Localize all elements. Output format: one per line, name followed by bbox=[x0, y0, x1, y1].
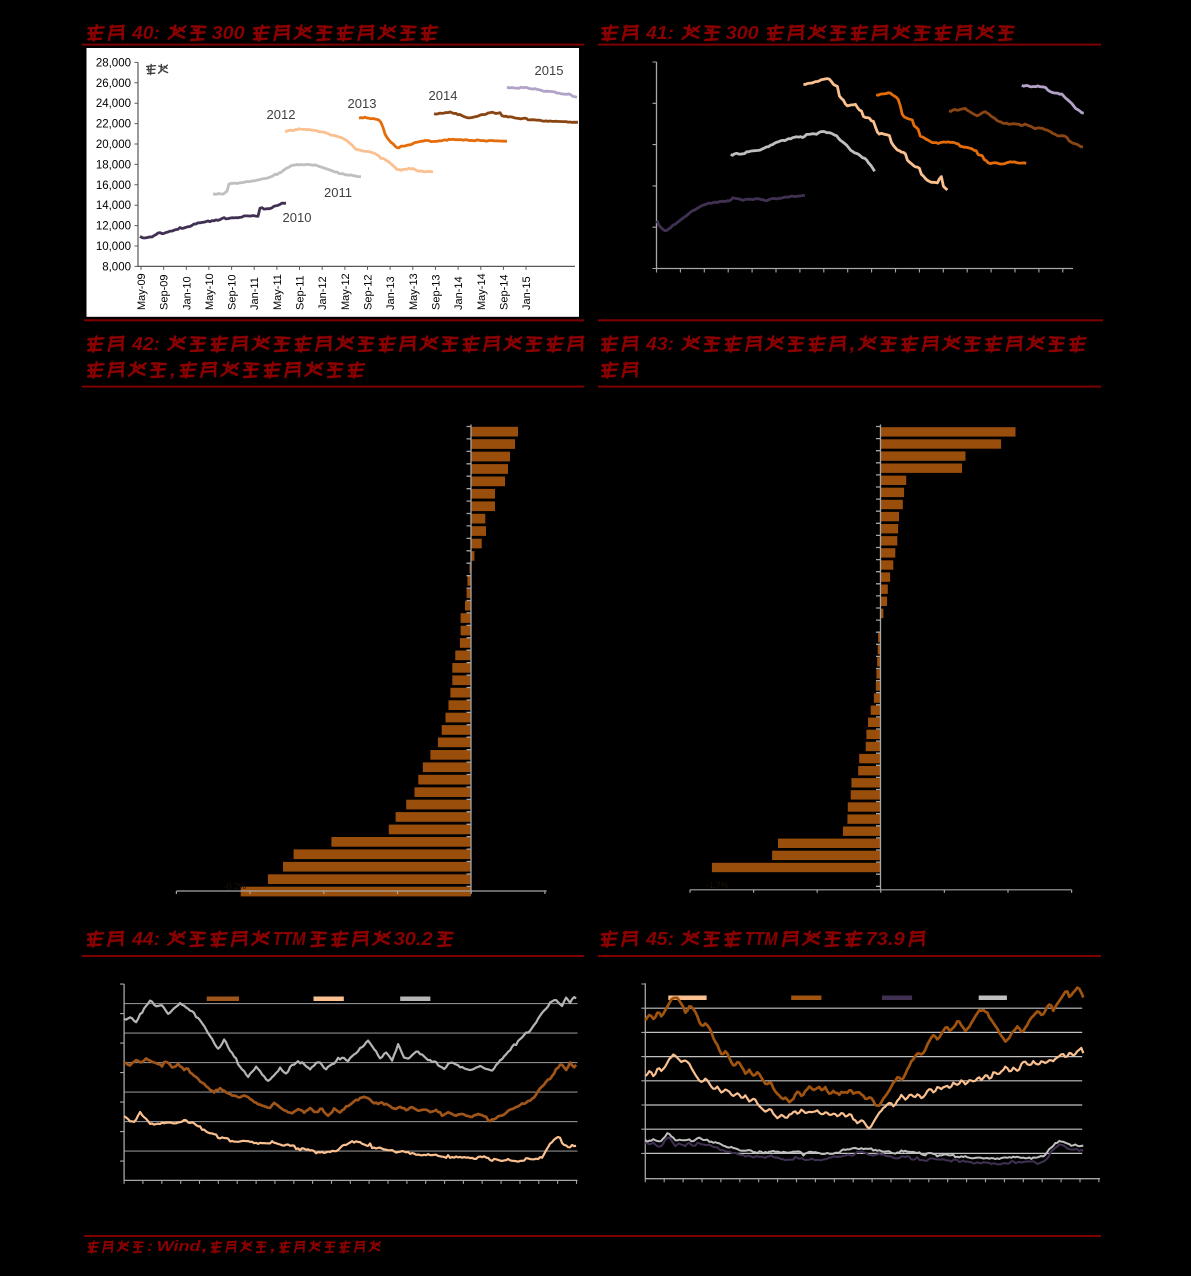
svg-text:10,000: 10,000 bbox=[96, 241, 131, 253]
svg-text:8,000: 8,000 bbox=[102, 261, 131, 273]
svg-text:2014: 2014 bbox=[429, 88, 458, 103]
svg-text:300: 300 bbox=[726, 22, 760, 43]
svg-text:Sep-13: Sep-13 bbox=[430, 275, 442, 310]
svg-text:May-10: May-10 bbox=[204, 273, 216, 310]
svg-text:28,000: 28,000 bbox=[96, 57, 131, 69]
svg-text:May-11: May-11 bbox=[272, 274, 284, 310]
svg-text:Sep-14: Sep-14 bbox=[498, 275, 510, 310]
svg-text:TTM: TTM bbox=[273, 928, 307, 949]
svg-text:24,000: 24,000 bbox=[96, 98, 131, 110]
svg-text:16,000: 16,000 bbox=[96, 180, 131, 192]
svg-text:,: , bbox=[169, 359, 176, 380]
svg-text:20,000: 20,000 bbox=[96, 139, 131, 151]
svg-text:Jan-11: Jan-11 bbox=[249, 277, 261, 310]
svg-text:2012: 2012 bbox=[267, 107, 296, 122]
svg-text:41:: 41: bbox=[645, 22, 674, 43]
svg-text:40:: 40: bbox=[131, 22, 160, 43]
svg-text:TTM: TTM bbox=[745, 928, 779, 949]
svg-text:14,000: 14,000 bbox=[96, 200, 131, 212]
svg-text:Jan-13: Jan-13 bbox=[385, 276, 397, 310]
svg-text:12,000: 12,000 bbox=[96, 221, 131, 233]
svg-text:26,000: 26,000 bbox=[96, 78, 131, 90]
svg-text:,: , bbox=[269, 1239, 276, 1255]
svg-text:Jan-15: Jan-15 bbox=[521, 276, 533, 310]
svg-text:Sep-11: Sep-11 bbox=[295, 275, 307, 310]
svg-text:22,000: 22,000 bbox=[96, 119, 131, 131]
svg-text:42:: 42: bbox=[131, 333, 160, 354]
svg-text:Jan-12: Jan-12 bbox=[317, 276, 329, 310]
svg-text:73.9: 73.9 bbox=[866, 928, 906, 949]
svg-text:-1.7%: -1.7% bbox=[706, 880, 729, 890]
svg-text:May-12: May-12 bbox=[340, 273, 352, 310]
svg-text:May-13: May-13 bbox=[408, 273, 420, 310]
svg-text:Sep-12: Sep-12 bbox=[363, 275, 375, 310]
svg-text:300: 300 bbox=[212, 22, 246, 43]
svg-text:2013: 2013 bbox=[348, 96, 377, 111]
svg-text:2011: 2011 bbox=[324, 185, 352, 200]
svg-text:-0.2%: -0.2% bbox=[224, 881, 247, 891]
svg-text:2015: 2015 bbox=[535, 63, 564, 78]
svg-text:,: , bbox=[848, 333, 855, 354]
svg-text:Jan-14: Jan-14 bbox=[453, 276, 465, 310]
svg-text:18,000: 18,000 bbox=[96, 159, 131, 171]
svg-text:May-09: May-09 bbox=[136, 273, 148, 310]
svg-text:Sep-10: Sep-10 bbox=[227, 275, 239, 310]
svg-text:Jan-10: Jan-10 bbox=[181, 276, 193, 310]
svg-text:43:: 43: bbox=[645, 333, 674, 354]
svg-text::: : bbox=[147, 1239, 153, 1255]
svg-text:2010: 2010 bbox=[283, 210, 312, 225]
svg-text:45:: 45: bbox=[645, 928, 674, 949]
svg-text:Wind: Wind bbox=[157, 1239, 202, 1255]
svg-text:44:: 44: bbox=[131, 928, 160, 949]
svg-text:Sep-09: Sep-09 bbox=[159, 275, 171, 310]
svg-text:30.2: 30.2 bbox=[394, 928, 434, 949]
svg-text:,: , bbox=[200, 1239, 207, 1255]
svg-text:May-14: May-14 bbox=[476, 273, 488, 310]
